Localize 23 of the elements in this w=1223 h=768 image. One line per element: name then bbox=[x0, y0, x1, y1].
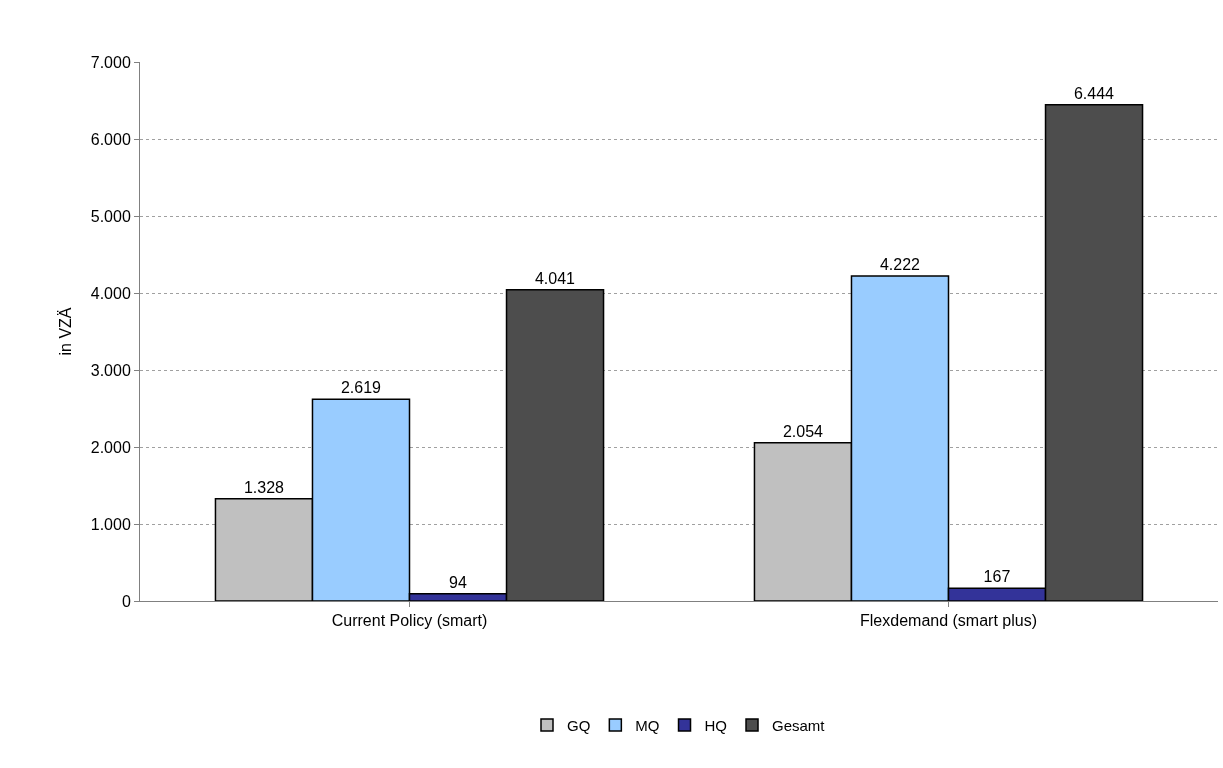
data-label: 6.444 bbox=[1073, 84, 1115, 102]
data-label: 4.222 bbox=[879, 255, 921, 273]
data-label: 4.041 bbox=[534, 269, 576, 287]
y-tick-label: 3.000 bbox=[90, 361, 131, 379]
y-tick-label: 5.000 bbox=[90, 207, 131, 225]
legend-label: MQ bbox=[635, 716, 660, 734]
x-tick-label: Flexdemand (smart plus) bbox=[860, 612, 1037, 630]
data-label: 1.328 bbox=[243, 478, 285, 496]
data-label: 94 bbox=[449, 573, 467, 591]
data-label: 2.054 bbox=[782, 422, 824, 440]
data-label: 2.619 bbox=[340, 379, 382, 397]
y-tick-label: 6.000 bbox=[90, 130, 131, 148]
y-tick-label: 2.000 bbox=[90, 438, 131, 456]
x-tick-label: Current Policy (smart) bbox=[331, 612, 488, 630]
legend-label: GQ bbox=[567, 716, 591, 734]
y-axis-title: in VZÄ bbox=[56, 307, 74, 356]
y-tick-label: 1.000 bbox=[90, 515, 131, 533]
legend-label: HQ bbox=[704, 716, 728, 734]
y-tick-label: 7.000 bbox=[90, 53, 131, 71]
data-label: 167 bbox=[983, 568, 1011, 586]
legend-label: Gesamt bbox=[772, 716, 826, 734]
y-tick-label: 0 bbox=[121, 592, 131, 610]
y-tick-label: 4.000 bbox=[90, 284, 131, 302]
